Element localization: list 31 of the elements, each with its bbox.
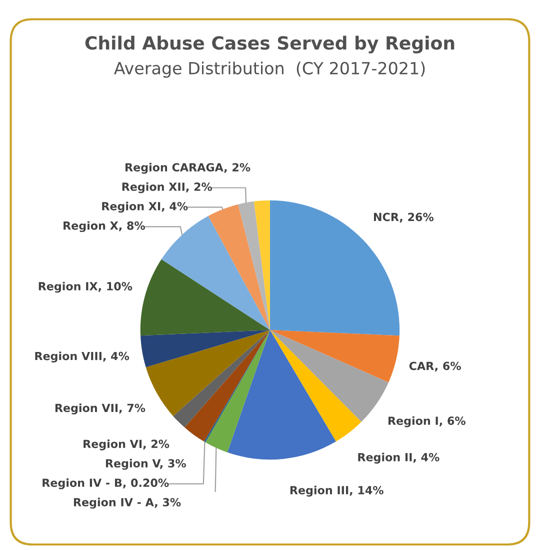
chart-subtitle: Average Distribution (CY 2017-2021) [114, 62, 425, 78]
pie-slice [270, 330, 362, 442]
slice-label: Region XI, 4% [102, 202, 188, 213]
slice-label: Region II, 4% [358, 452, 440, 464]
slice-label: Region VIII, 4% [35, 352, 130, 362]
slice-label: Region III, 14% [290, 486, 384, 497]
pie-slice [140, 259, 270, 336]
pie-slice [146, 330, 270, 416]
pie-slice [270, 330, 400, 382]
slice-label: NCR, 26% [374, 212, 434, 223]
pie-slice [270, 330, 389, 422]
slice-label: Region X, 8% [64, 221, 145, 232]
slice-label: Region IX, 10% [38, 282, 132, 293]
slice-label: Region V, 3% [106, 458, 186, 470]
pie-slice [140, 330, 270, 368]
pie-slice [238, 201, 270, 330]
pie-slice [161, 216, 270, 330]
slice-label: Region VII, 7% [55, 404, 146, 414]
slice-label: Region IV - A, 3% [74, 498, 181, 509]
pie-slice [173, 330, 270, 428]
pie-slice [208, 204, 270, 330]
slice-label: Region IV - B, 0.20% [42, 478, 169, 490]
slice-label: CAR, 6% [409, 362, 461, 372]
slice-label: Region VI, 2% [84, 439, 170, 450]
pie-slice [254, 200, 270, 330]
slice-label: Region CARAGA, 2% [126, 162, 250, 174]
pie-slice [227, 330, 336, 460]
chart-title: Child Abuse Cases Served by Region [85, 36, 454, 54]
pie-slice [184, 330, 270, 442]
slice-label: Region I, 6% [388, 416, 466, 428]
slice-label: Region XII, 2% [122, 182, 212, 194]
